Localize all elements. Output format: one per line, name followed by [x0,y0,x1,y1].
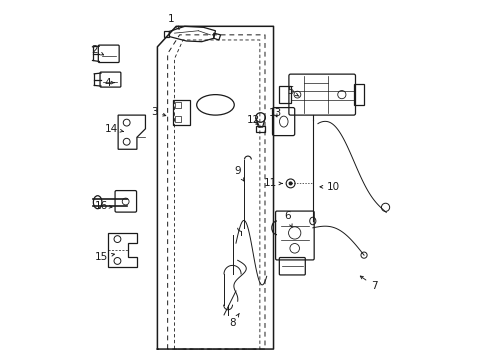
Text: 16: 16 [94,201,112,211]
Text: 3: 3 [150,107,165,117]
Text: 7: 7 [360,276,377,291]
Text: 2: 2 [91,45,103,55]
Text: 1: 1 [167,14,179,29]
Bar [353,84,363,105]
Text: 11: 11 [263,179,282,188]
Text: 6: 6 [284,211,291,227]
Circle shape [288,181,292,185]
Text: 5: 5 [287,86,299,96]
Text: 14: 14 [104,124,123,134]
Text: 13: 13 [268,108,281,118]
Bar [255,126,265,132]
Bar [175,116,181,122]
Text: 12: 12 [246,115,259,125]
Bar [278,86,290,103]
Text: 4: 4 [104,78,114,88]
Bar [175,102,181,108]
Bar [172,100,189,125]
Text: 9: 9 [234,166,244,181]
Text: 15: 15 [94,252,114,262]
Text: 10: 10 [319,182,339,192]
Text: 8: 8 [229,313,239,328]
